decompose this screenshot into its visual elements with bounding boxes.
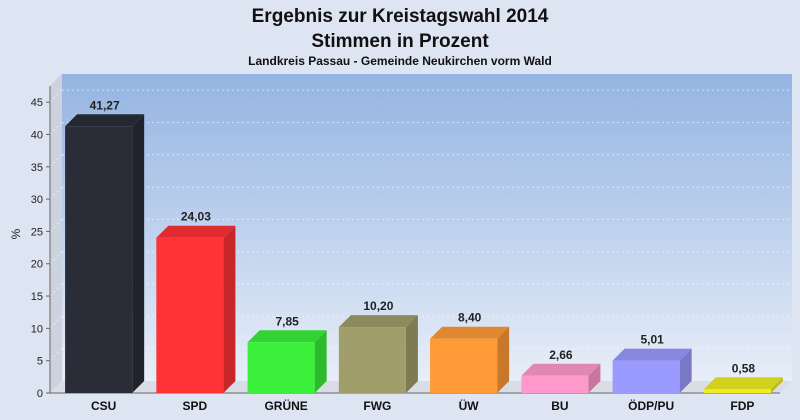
category-label: FWG — [363, 399, 391, 413]
bar-front — [703, 389, 771, 393]
value-label: 24,03 — [181, 210, 211, 224]
y-tick-label: 30 — [31, 194, 43, 206]
bar-ödp/pu — [612, 348, 692, 393]
value-label: 10,20 — [363, 299, 393, 313]
value-label: 5,01 — [640, 333, 664, 347]
value-label: 41,27 — [90, 98, 120, 112]
bar-front — [338, 327, 406, 393]
bar-side — [223, 225, 236, 393]
y-tick-label: 0 — [37, 388, 43, 400]
category-label: FDP — [730, 399, 754, 413]
bar-top — [65, 114, 145, 127]
bar-front — [521, 375, 589, 393]
bar-top — [156, 225, 236, 238]
bar-side — [497, 326, 510, 393]
bar-top — [247, 330, 327, 343]
plot-side-wall — [50, 74, 62, 393]
category-label: CSU — [91, 399, 116, 413]
bar-front — [612, 360, 680, 393]
bar-top — [430, 326, 510, 339]
category-label: GRÜNE — [264, 398, 307, 413]
bar-grüne — [247, 330, 327, 393]
category-label: ÖDP/PU — [628, 398, 674, 413]
chart-title: Ergebnis zur Kreistagswahl 2014 — [252, 6, 549, 27]
value-labels: 41,27 24,03 7,85 10,20 8,40 2,66 5,01 0,58 — [90, 98, 756, 375]
y-tick-label: 40 — [31, 129, 43, 141]
bar-side — [405, 315, 418, 393]
y-axis-ticks: 0 5 10 15 20 25 30 35 40 45 — [31, 97, 50, 400]
bar-front — [156, 237, 224, 393]
bar-side — [679, 348, 692, 393]
bars — [65, 114, 783, 393]
bar-fwg — [338, 315, 418, 393]
y-tick-label: 20 — [31, 259, 43, 271]
chart-caption: Landkreis Passau - Gemeinde Neukirchen v… — [248, 54, 552, 68]
bar-csu — [65, 114, 145, 393]
y-tick-label: 45 — [31, 97, 43, 109]
chart-subtitle: Stimmen in Prozent — [311, 31, 489, 52]
bar-top — [703, 377, 783, 390]
plot-floor — [50, 381, 792, 393]
category-label: ÜW — [459, 398, 480, 413]
bar-top — [338, 315, 418, 328]
bar-bu — [521, 363, 601, 393]
y-tick-label: 25 — [31, 226, 43, 238]
y-axis-label: % — [9, 228, 23, 239]
y-tick-label: 15 — [31, 291, 43, 303]
bar-front — [430, 338, 498, 393]
bar-top — [521, 363, 601, 376]
bar-side — [588, 363, 601, 393]
category-labels: CSU SPD GRÜNE FWG ÜW BU ÖDP/PU FDP — [91, 398, 754, 413]
category-label: SPD — [183, 399, 208, 413]
value-label: 8,40 — [458, 311, 482, 325]
category-label: BU — [551, 399, 568, 413]
bar-üw — [430, 326, 510, 393]
bar-front — [247, 342, 315, 393]
bar-fdp — [703, 377, 783, 393]
value-label: 7,85 — [275, 314, 299, 328]
bar-front — [65, 126, 133, 393]
bar-spd — [156, 225, 236, 393]
y-tick-label: 5 — [37, 356, 43, 368]
bar-top — [612, 348, 692, 361]
value-label: 2,66 — [549, 348, 573, 362]
bar-side — [314, 330, 327, 393]
y-tick-label: 10 — [31, 323, 43, 335]
bar-side — [132, 114, 145, 393]
value-label: 0,58 — [732, 361, 756, 375]
bar-side — [770, 377, 783, 393]
y-tick-label: 35 — [31, 162, 43, 174]
